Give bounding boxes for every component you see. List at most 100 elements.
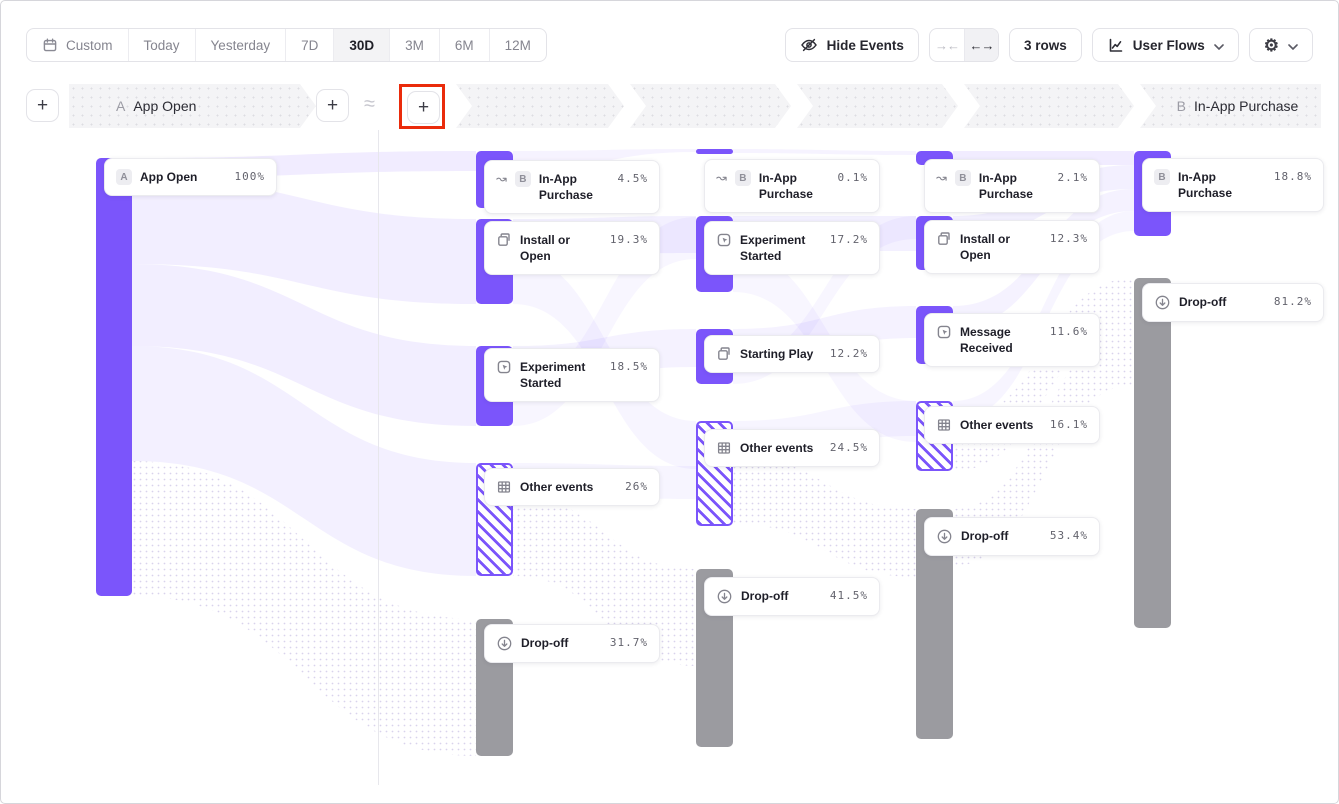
node-card-install-or-open[interactable]: Install or Open 19.3% xyxy=(484,221,660,276)
date-range-30d[interactable]: 30D xyxy=(333,29,390,61)
hide-events-button[interactable]: Hide Events xyxy=(784,28,919,62)
node-card-other-events[interactable]: Other events 26% xyxy=(484,468,660,507)
node-card-in-app-purchase[interactable]: B In-App Purchase 18.8% xyxy=(1142,158,1324,213)
step-label: App Open xyxy=(133,98,197,114)
chevron-down-icon xyxy=(1288,38,1298,53)
highlight-annotation: + xyxy=(399,84,445,129)
flow-bar-in-app-purchase[interactable] xyxy=(696,149,733,154)
node-card-starting-play[interactable]: Starting Play 12.2% xyxy=(704,335,880,374)
step-label: In-App Purchase xyxy=(1194,98,1299,114)
node-card-other-events[interactable]: Other events 24.5% xyxy=(704,429,880,468)
toolbar: Custom Today Yesterday 7D 30D 3M 6M 12M Hide Ev… xyxy=(26,28,1313,62)
flow-bar-app-open[interactable] xyxy=(96,158,132,596)
node-card-in-app-purchase[interactable]: ↝ B In-App Purchase 2.1% xyxy=(924,159,1100,214)
flow-ribbon xyxy=(733,456,916,577)
node-card-drop-off[interactable]: Drop-off 81.2% xyxy=(1142,283,1324,322)
node-percent: 12.3% xyxy=(1049,232,1088,245)
sankey-canvas: A App Open 100% ↝ B In-App Purchase 4.5% Instal… xyxy=(1,130,1338,803)
event-badge-b: B xyxy=(734,170,751,186)
add-step-start-button[interactable]: + xyxy=(26,89,59,122)
copy-icon xyxy=(936,231,952,247)
add-step-after-a-button[interactable]: + xyxy=(316,89,349,122)
drop-off-icon xyxy=(1154,294,1171,311)
add-step-highlighted-button[interactable]: + xyxy=(407,91,440,124)
collapse-expand-control: →← ←→ xyxy=(928,28,999,62)
date-range-6m[interactable]: 6M xyxy=(438,29,489,61)
node-percent: 0.1% xyxy=(837,171,868,184)
node-percent: 100% xyxy=(234,170,265,183)
node-card-drop-off[interactable]: Drop-off 41.5% xyxy=(704,577,880,616)
step-letter: B xyxy=(1176,98,1187,114)
node-label: Drop-off xyxy=(961,529,1009,543)
node-percent: 19.3% xyxy=(609,233,648,246)
drop-off-icon xyxy=(716,588,733,605)
step-letter: A xyxy=(116,98,126,114)
node-label: Drop-off xyxy=(1179,295,1227,309)
node-label: Experiment Started xyxy=(520,360,586,391)
flow-steps-header: + A App Open B In-App Purchase + ≈ + xyxy=(1,84,1338,129)
flow-step-empty xyxy=(630,84,791,128)
node-label: Install or Open xyxy=(960,232,1011,263)
node-card-app-open[interactable]: A App Open 100% xyxy=(104,158,277,197)
drop-off-icon xyxy=(936,528,953,545)
node-card-other-events[interactable]: Other events 16.1% xyxy=(924,406,1100,445)
collapse-columns-button[interactable]: →← xyxy=(930,29,964,61)
node-label: Starting Play xyxy=(740,347,814,361)
flow-ribbon xyxy=(132,264,476,426)
toolbar-actions: Hide Events →← ←→ 3 rows xyxy=(784,28,1313,62)
node-card-in-app-purchase[interactable]: ↝ B In-App Purchase 4.5% xyxy=(484,160,660,215)
date-range-7d[interactable]: 7D xyxy=(285,29,333,61)
node-card-experiment-started[interactable]: Experiment Started 17.2% xyxy=(704,221,880,276)
date-range-yesterday[interactable]: Yesterday xyxy=(194,29,286,61)
date-range-3m[interactable]: 3M xyxy=(389,29,439,61)
node-card-message-received[interactable]: Message Received 11.6% xyxy=(924,313,1100,368)
expand-columns-button[interactable]: ←→ xyxy=(963,29,998,61)
node-percent: 11.6% xyxy=(1049,325,1088,338)
node-label: Drop-off xyxy=(741,589,789,603)
expand-icon: ←→ xyxy=(969,37,994,53)
flow-step-empty xyxy=(797,84,958,128)
view-selector-button[interactable]: User Flows xyxy=(1091,28,1239,62)
node-label: In-App Purchase xyxy=(978,171,1033,202)
trend-arrow-icon: ↝ xyxy=(496,171,507,186)
event-badge-b: B xyxy=(1154,169,1170,185)
node-card-experiment-started[interactable]: Experiment Started 18.5% xyxy=(484,348,660,403)
node-percent: 81.2% xyxy=(1273,295,1312,308)
flow-step-b[interactable]: B In-App Purchase xyxy=(1140,84,1321,128)
node-label: Drop-off xyxy=(521,636,569,650)
node-label: Other events xyxy=(740,441,814,455)
column-divider xyxy=(378,130,379,785)
date-range-12m[interactable]: 12M xyxy=(488,29,546,61)
node-card-drop-off[interactable]: Drop-off 53.4% xyxy=(924,517,1100,556)
flow-step-empty xyxy=(964,84,1134,128)
rows-button[interactable]: 3 rows xyxy=(1008,28,1082,62)
node-card-in-app-purchase[interactable]: ↝ B In-App Purchase 0.1% xyxy=(704,159,880,214)
node-percent: 24.5% xyxy=(829,441,868,454)
collapse-icon: →← xyxy=(934,37,960,53)
date-range-label: 7D xyxy=(301,37,319,53)
date-range-label: 6M xyxy=(454,37,474,53)
node-label: Install or Open xyxy=(520,233,571,264)
hide-events-label: Hide Events xyxy=(826,37,904,53)
flow-bar-drop-off[interactable] xyxy=(1134,278,1171,628)
node-percent: 18.8% xyxy=(1273,170,1312,183)
settings-button[interactable]: ⚙ xyxy=(1248,28,1313,62)
node-percent: 53.4% xyxy=(1049,529,1088,542)
node-percent: 12.2% xyxy=(829,347,868,360)
node-percent: 2.1% xyxy=(1057,171,1088,184)
event-badge-b: B xyxy=(514,171,531,187)
approx-break-symbol: ≈ xyxy=(364,93,375,115)
flow-ribbon xyxy=(513,496,696,666)
node-card-install-or-open[interactable]: Install or Open 12.3% xyxy=(924,220,1100,275)
flow-ribbon xyxy=(132,178,476,304)
gear-icon: ⚙ xyxy=(1263,35,1279,55)
node-label: In-App Purchase xyxy=(1178,170,1233,201)
node-label: In-App Purchase xyxy=(538,172,593,203)
flow-step-a[interactable]: A App Open xyxy=(69,84,316,128)
rows-label: 3 rows xyxy=(1023,37,1067,53)
node-card-drop-off[interactable]: Drop-off 31.7% xyxy=(484,624,660,663)
date-range-custom[interactable]: Custom xyxy=(27,29,128,61)
drop-off-icon xyxy=(496,635,513,652)
date-range-today[interactable]: Today xyxy=(127,29,195,61)
